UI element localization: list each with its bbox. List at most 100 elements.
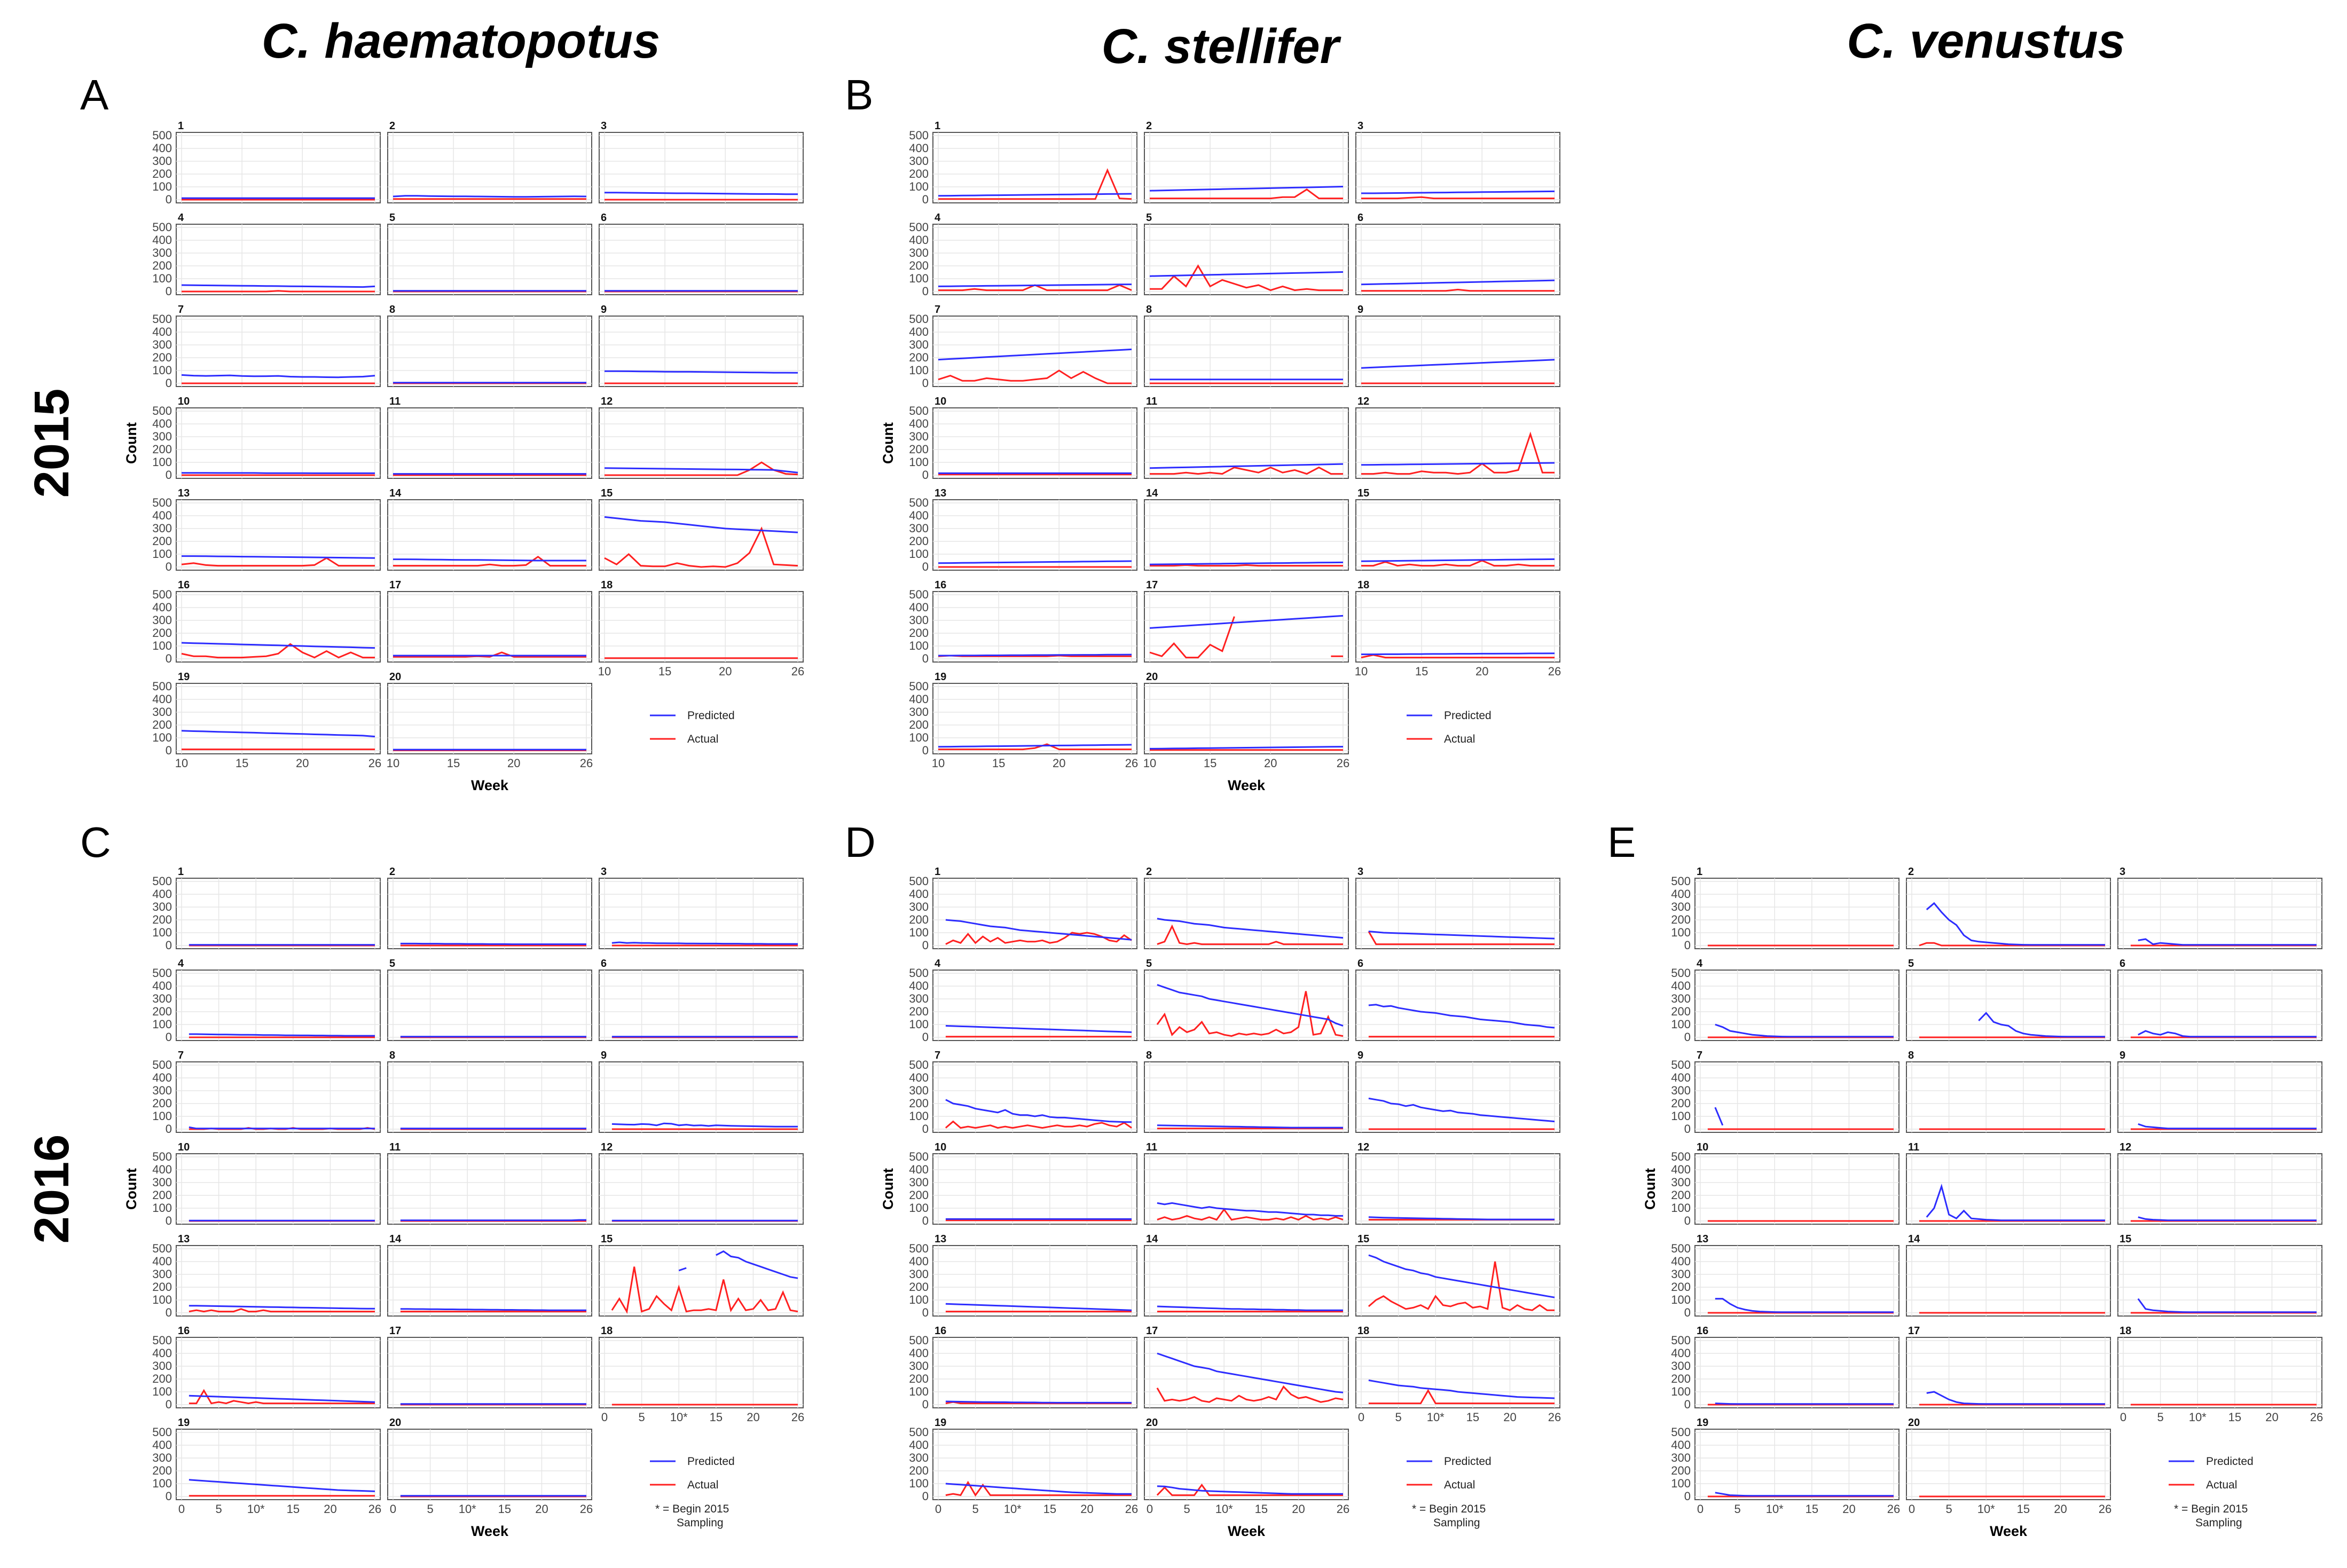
x-tick-label: 10 <box>1355 665 1368 678</box>
facet-title: 14 <box>389 487 402 499</box>
y-tick-label: 300 <box>909 246 929 259</box>
x-tick-label: 0 <box>935 1502 941 1516</box>
facet-title: 9 <box>1357 1050 1363 1061</box>
predicted-line <box>1157 1202 1343 1217</box>
y-tick-label: 400 <box>1671 1255 1691 1268</box>
x-tick-label: 10* <box>670 1411 688 1424</box>
facet-15: 15 <box>599 487 804 571</box>
y-axis-title: Count <box>880 422 896 464</box>
facet-15: 15 <box>1355 1233 1560 1317</box>
facet-title: 7 <box>178 1050 184 1061</box>
facet-9: 9 <box>599 1050 804 1133</box>
y-tick-label: 0 <box>166 468 172 482</box>
y-tick-label: 500 <box>152 129 172 142</box>
y-tick-label: 0 <box>166 1214 172 1227</box>
predicted-line <box>1149 463 1344 469</box>
y-tick-label: 0 <box>1684 1214 1691 1227</box>
facet-title: 13 <box>1697 1233 1708 1245</box>
actual-line <box>1368 1261 1555 1311</box>
y-tick-label: 500 <box>152 680 172 693</box>
facet-title: 14 <box>1146 1233 1158 1245</box>
facet-frame <box>387 1429 592 1500</box>
facet-title: 18 <box>1357 579 1369 591</box>
y-tick-label: 300 <box>1671 992 1691 1005</box>
facet-2: 2 <box>387 866 592 949</box>
x-tick-label: 26 <box>2099 1502 2111 1516</box>
y-tick-label: 500 <box>152 496 172 509</box>
y-tick-label: 0 <box>922 376 929 390</box>
x-tick-label: 5 <box>638 1411 645 1424</box>
facet-title: 20 <box>389 671 401 683</box>
y-tick-label: 300 <box>152 1176 172 1189</box>
predicted-line <box>2138 938 2317 946</box>
facet-title: 10 <box>1697 1141 1708 1153</box>
y-tick-label: 300 <box>152 1451 172 1464</box>
y-tick-label: 100 <box>152 180 172 193</box>
facet-frame <box>1355 316 1560 387</box>
y-tick-label: 0 <box>166 193 172 206</box>
predicted-line <box>1361 558 1555 562</box>
y-tick-label: 500 <box>909 220 929 234</box>
facet-title: 2 <box>1146 866 1152 878</box>
predicted-line <box>1368 1004 1555 1029</box>
facet-title: 14 <box>1908 1233 1920 1245</box>
facet-title: 20 <box>1146 1417 1158 1429</box>
facet-frame <box>932 224 1137 295</box>
facet-frame <box>2117 970 2322 1041</box>
x-tick-label: 15 <box>992 757 1005 770</box>
x-tick-label: 5 <box>2157 1411 2163 1424</box>
y-tick-label: 0 <box>922 1122 929 1136</box>
predicted-line <box>181 374 375 379</box>
facet-frame <box>387 878 592 949</box>
facet-frame <box>1144 316 1349 387</box>
facet-17: 17 <box>1144 1325 1349 1408</box>
y-tick-label: 400 <box>1671 979 1691 992</box>
predicted-line <box>604 467 798 474</box>
legend-actual-label: Actual <box>687 1479 718 1491</box>
x-tick-label: 20 <box>1475 665 1488 678</box>
facet-title: 7 <box>1697 1050 1702 1061</box>
y-tick-label: 300 <box>1671 1267 1691 1281</box>
facet-5: 5 <box>1906 958 2111 1041</box>
predicted-line <box>189 1479 375 1492</box>
y-tick-label: 300 <box>152 992 172 1005</box>
predicted-line <box>181 730 375 738</box>
facet-title: 19 <box>178 671 190 683</box>
y-tick-label: 400 <box>909 601 929 614</box>
y-tick-label: 100 <box>1671 1385 1691 1398</box>
x-tick-label: 26 <box>1337 1502 1349 1516</box>
facet-frame <box>932 1429 1137 1500</box>
facet-title: 4 <box>935 212 941 224</box>
y-tick-label: 200 <box>1671 913 1691 926</box>
y-tick-label: 200 <box>909 1280 929 1294</box>
facet-frame <box>387 1337 592 1408</box>
y-tick-label: 0 <box>922 1030 929 1044</box>
facet-2: 2 <box>1144 866 1349 949</box>
y-tick-label: 400 <box>152 325 172 338</box>
y-tick-label: 400 <box>152 141 172 155</box>
y-tick-label: 200 <box>1671 1097 1691 1110</box>
y-tick-label: 400 <box>909 1163 929 1176</box>
x-tick-label: 10* <box>1766 1502 1784 1516</box>
facet-frame <box>1144 499 1349 571</box>
species-title-1: C. haematopotus <box>262 14 660 68</box>
y-tick-label: 200 <box>909 351 929 364</box>
facet-frame <box>2117 1153 2322 1225</box>
y-tick-label: 100 <box>909 1018 929 1031</box>
predicted-line <box>189 1394 375 1403</box>
legend: Predicted Actual <box>1407 710 1492 745</box>
facet-title: 11 <box>1146 396 1157 407</box>
x-tick-label: 10* <box>1215 1502 1233 1516</box>
x-tick-label: 26 <box>580 757 593 770</box>
y-tick-label: 400 <box>152 692 172 706</box>
y-tick-label: 300 <box>909 1451 929 1464</box>
legend-predicted-label: Predicted <box>687 710 735 722</box>
facet-frame <box>1355 970 1560 1041</box>
legend-predicted-label: Predicted <box>1444 710 1492 722</box>
facet-frame <box>599 878 804 949</box>
x-tick-label: 15 <box>447 757 460 770</box>
